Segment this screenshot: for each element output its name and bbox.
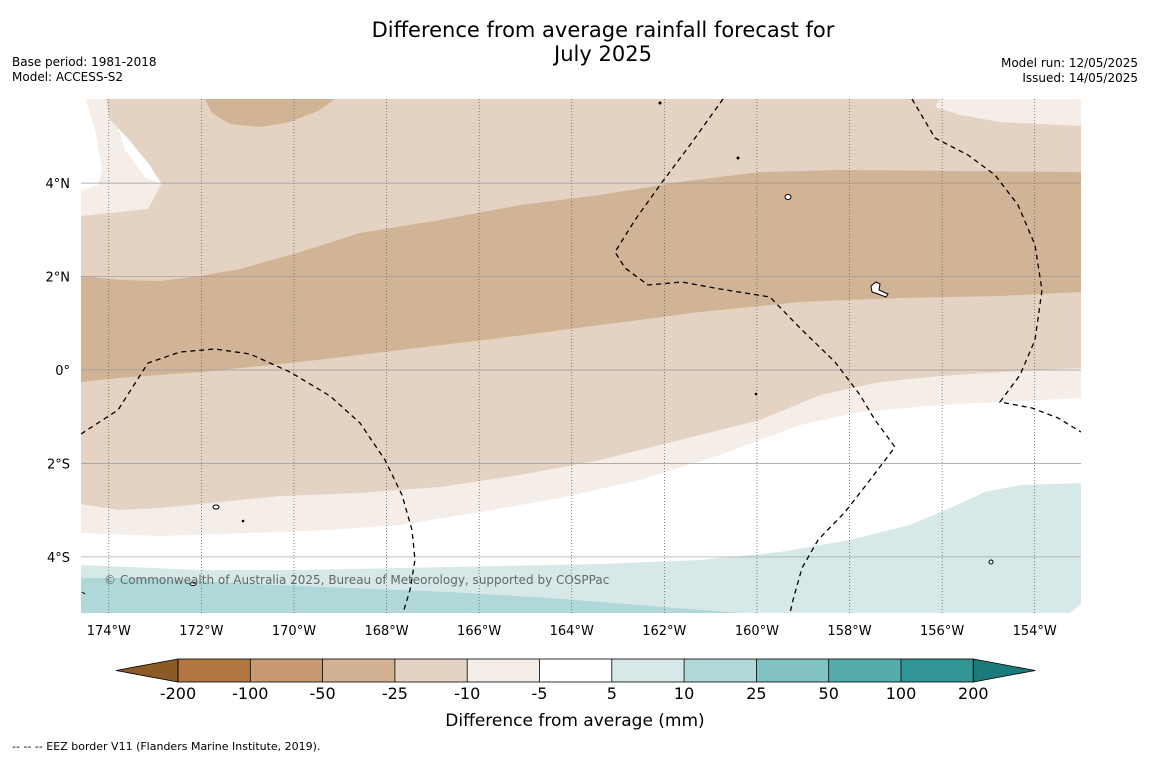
dark-tan-region — [81, 170, 1081, 382]
lon-tick-label: 166°W — [457, 624, 501, 639]
colorbar-swatch — [756, 659, 830, 682]
colorbar-swatch — [901, 659, 974, 682]
lon-tick-label: 162°W — [642, 624, 686, 639]
meta-left: Base period: 1981-2018 Model: ACCESS-S2 — [12, 55, 157, 85]
gridlines — [81, 99, 1081, 613]
colorbar-swatch — [394, 659, 468, 682]
island — [241, 519, 245, 523]
island — [212, 504, 220, 510]
lon-tick-label: 168°W — [364, 624, 408, 639]
island-kiritimati — [870, 281, 889, 298]
lon-tick-label: 156°W — [920, 624, 964, 639]
colorbar: -200 -100 -50 -25 -10 -5 5 10 25 50 100 200 — [115, 658, 1036, 703]
colorbar-extend-left — [115, 658, 179, 683]
colorbar-title: Difference from average (mm) — [445, 711, 704, 731]
lat-tick-label: 4°S — [47, 551, 70, 566]
island — [189, 582, 197, 586]
colorbar-swatch — [322, 659, 396, 682]
colorbar-tick-label: -100 — [232, 684, 268, 703]
lon-tick-label: 174°W — [87, 624, 131, 639]
colorbar-tick-label: -50 — [310, 684, 336, 703]
colorbar-swatch — [178, 659, 251, 682]
eez-border-west — [81, 348, 416, 613]
model-name: Model: ACCESS-S2 — [12, 70, 124, 84]
colorbar-swatch — [539, 659, 613, 682]
teal-region — [81, 578, 740, 613]
colorbar-tick-label: -200 — [160, 684, 196, 703]
lat-tick-label: 2°S — [47, 457, 70, 472]
cream-upper-left — [81, 99, 162, 216]
colorbar-tick-label: -25 — [382, 684, 408, 703]
light-teal-region — [81, 483, 1081, 613]
colorbar-tick-label: 50 — [819, 684, 839, 703]
colorbar-swatch — [684, 659, 757, 682]
issued-date: Issued: 14/05/2025 — [1022, 71, 1138, 85]
lat-tick-label: 0° — [55, 364, 70, 379]
map-area: © Commonwealth of Australia 2025, Bureau… — [81, 99, 1081, 613]
colorbar-swatch — [467, 659, 540, 682]
island — [658, 101, 662, 105]
lon-tick-label: 158°W — [827, 624, 871, 639]
axis-labels: 174°W 172°W 170°W 168°W 166°W 164°W 162°W 160°W… — [46, 177, 1057, 639]
model-run: Model run: 12/05/2025 — [1000, 56, 1138, 70]
white-patch-left — [118, 128, 160, 183]
colorbar-tick-label: 200 — [958, 684, 989, 703]
lat-tick-label: 4°N — [46, 177, 71, 192]
base-period: Base period: 1981-2018 — [12, 55, 157, 69]
meta-right: Model run: 12/05/2025 Issued: 14/05/2025 — [1001, 56, 1138, 86]
lon-tick-label: 172°W — [179, 624, 223, 639]
colorbar-extend-right — [972, 658, 1036, 683]
lon-tick-label: 154°W — [1013, 624, 1057, 639]
colorbar-swatch — [250, 659, 324, 682]
colorbar-tick-label: -10 — [454, 684, 480, 703]
title-line-1: Difference from average rainfall forecas… — [371, 18, 835, 42]
island — [988, 559, 994, 565]
eez-border-central — [614, 99, 896, 613]
title-line-2: July 2025 — [554, 42, 652, 66]
colorbar-tick-label: -5 — [532, 684, 548, 703]
eez-border-east — [911, 99, 1081, 433]
chart-title: Difference from average rainfall forecas… — [300, 18, 906, 66]
lon-tick-label: 160°W — [735, 624, 779, 639]
colorbar-swatch — [611, 659, 685, 682]
footer-note: -- -- -- EEZ border V11 (Flanders Marine… — [12, 740, 321, 753]
white-patch-upper-left — [81, 99, 102, 191]
lon-tick-label: 164°W — [550, 624, 594, 639]
colorbar-tick-label: 100 — [886, 684, 917, 703]
colorbar-tick-label: 10 — [674, 684, 694, 703]
dark-tan-blob — [205, 99, 335, 127]
island — [736, 156, 740, 160]
island — [784, 194, 792, 200]
copyright-text: © Commonwealth of Australia 2025, Bureau… — [104, 573, 609, 587]
island — [81, 591, 86, 595]
islands — [81, 101, 994, 595]
colorbar-tick-label: 5 — [607, 684, 617, 703]
island — [754, 392, 758, 396]
lon-tick-label: 170°W — [272, 624, 316, 639]
colorbar-swatch — [828, 659, 902, 682]
lat-tick-label: 2°N — [46, 271, 71, 286]
cream-upper-right — [935, 99, 1081, 126]
colorbar-tick-label: 25 — [746, 684, 766, 703]
